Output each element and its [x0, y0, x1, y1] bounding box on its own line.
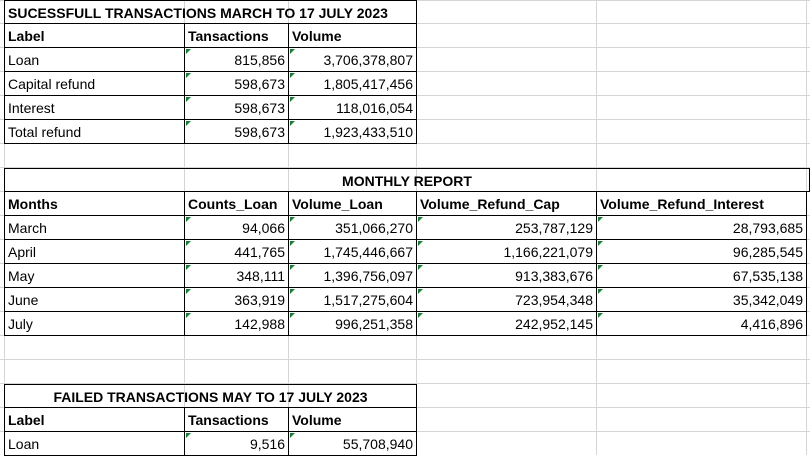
row-transactions[interactable]: 815,856: [185, 48, 289, 72]
row-counts-loan[interactable]: 348,111: [185, 264, 289, 288]
number-as-text-marker: [186, 49, 191, 54]
number-as-text-marker: [598, 241, 603, 246]
row-refund-cap[interactable]: 242,952,145: [417, 312, 597, 336]
row-refund-cap[interactable]: 913,383,676: [417, 264, 597, 288]
number-as-text-marker: [186, 73, 191, 78]
row-refund-interest[interactable]: 28,793,685: [597, 216, 807, 240]
header-months[interactable]: Months: [4, 192, 185, 216]
number-as-text-marker: [290, 433, 295, 438]
row-label[interactable]: Total refund: [4, 120, 185, 144]
number-as-text-marker: [186, 121, 191, 126]
number-as-text-marker: [418, 265, 423, 270]
row-volume-loan[interactable]: 351,066,270: [289, 216, 417, 240]
row-refund-interest[interactable]: 67,535,138: [597, 264, 807, 288]
monthly-table-title[interactable]: MONTHLY REPORT: [4, 168, 810, 192]
row-month[interactable]: July: [4, 312, 185, 336]
row-volume[interactable]: 3,706,378,807: [289, 48, 417, 72]
number-as-text-marker: [290, 73, 295, 78]
row-label[interactable]: Loan: [4, 48, 185, 72]
number-as-text-marker: [290, 289, 295, 294]
row-refund-interest[interactable]: 35,342,049: [597, 288, 807, 312]
row-volume-loan[interactable]: 1,517,275,604: [289, 288, 417, 312]
row-refund-interest[interactable]: 96,285,545: [597, 240, 807, 264]
number-as-text-marker: [598, 217, 603, 222]
row-transactions[interactable]: 598,673: [185, 120, 289, 144]
failed-table-title[interactable]: FAILED TRANSACTIONS MAY TO 17 JULY 2023: [4, 384, 417, 408]
header-transactions[interactable]: Tansactions: [185, 408, 289, 432]
number-as-text-marker: [418, 217, 423, 222]
header-transactions[interactable]: Tansactions: [185, 24, 289, 48]
row-volume[interactable]: 118,016,054: [289, 96, 417, 120]
row-counts-loan[interactable]: 94,066: [185, 216, 289, 240]
number-as-text-marker: [598, 313, 603, 318]
number-as-text-marker: [290, 121, 295, 126]
number-as-text-marker: [290, 97, 295, 102]
row-refund-cap[interactable]: 1,166,221,079: [417, 240, 597, 264]
number-as-text-marker: [290, 265, 295, 270]
row-counts-loan[interactable]: 142,988: [185, 312, 289, 336]
number-as-text-marker: [186, 433, 191, 438]
row-label[interactable]: Loan: [4, 432, 185, 456]
row-volume[interactable]: 1,805,417,456: [289, 72, 417, 96]
number-as-text-marker: [186, 241, 191, 246]
row-label[interactable]: Capital refund: [4, 72, 185, 96]
number-as-text-marker: [186, 265, 191, 270]
header-label[interactable]: Label: [4, 24, 185, 48]
number-as-text-marker: [186, 289, 191, 294]
header-volume[interactable]: Volume: [289, 408, 417, 432]
row-volume-loan[interactable]: 1,396,756,097: [289, 264, 417, 288]
number-as-text-marker: [598, 289, 603, 294]
row-refund-cap[interactable]: 723,954,348: [417, 288, 597, 312]
row-counts-loan[interactable]: 441,765: [185, 240, 289, 264]
row-month[interactable]: April: [4, 240, 185, 264]
header-counts-loan[interactable]: Counts_Loan: [185, 192, 289, 216]
header-volume[interactable]: Volume: [289, 24, 417, 48]
successful-table-title[interactable]: SUCESSFULL TRANSACTIONS MARCH TO 17 JULY…: [4, 0, 417, 24]
row-transactions[interactable]: 598,673: [185, 72, 289, 96]
row-volume-loan[interactable]: 1,745,446,667: [289, 240, 417, 264]
header-volume-refund-interest[interactable]: Volume_Refund_Interest: [597, 192, 807, 216]
number-as-text-marker: [598, 265, 603, 270]
number-as-text-marker: [186, 97, 191, 102]
row-volume[interactable]: 55,708,940: [289, 432, 417, 456]
row-transactions[interactable]: 598,673: [185, 96, 289, 120]
row-month[interactable]: March: [4, 216, 185, 240]
row-label[interactable]: Interest: [4, 96, 185, 120]
row-volume-loan[interactable]: 996,251,358: [289, 312, 417, 336]
number-as-text-marker: [290, 49, 295, 54]
header-volume-loan[interactable]: Volume_Loan: [289, 192, 417, 216]
row-month[interactable]: June: [4, 288, 185, 312]
header-label[interactable]: Label: [4, 408, 185, 432]
row-month[interactable]: May: [4, 264, 185, 288]
number-as-text-marker: [290, 313, 295, 318]
number-as-text-marker: [418, 289, 423, 294]
number-as-text-marker: [290, 241, 295, 246]
row-transactions[interactable]: 9,516: [185, 432, 289, 456]
number-as-text-marker: [418, 313, 423, 318]
row-counts-loan[interactable]: 363,919: [185, 288, 289, 312]
number-as-text-marker: [186, 217, 191, 222]
number-as-text-marker: [290, 217, 295, 222]
header-volume-refund-cap[interactable]: Volume_Refund_Cap: [417, 192, 597, 216]
row-refund-cap[interactable]: 253,787,129: [417, 216, 597, 240]
number-as-text-marker: [186, 313, 191, 318]
number-as-text-marker: [418, 241, 423, 246]
row-volume[interactable]: 1,923,433,510: [289, 120, 417, 144]
row-refund-interest[interactable]: 4,416,896: [597, 312, 807, 336]
